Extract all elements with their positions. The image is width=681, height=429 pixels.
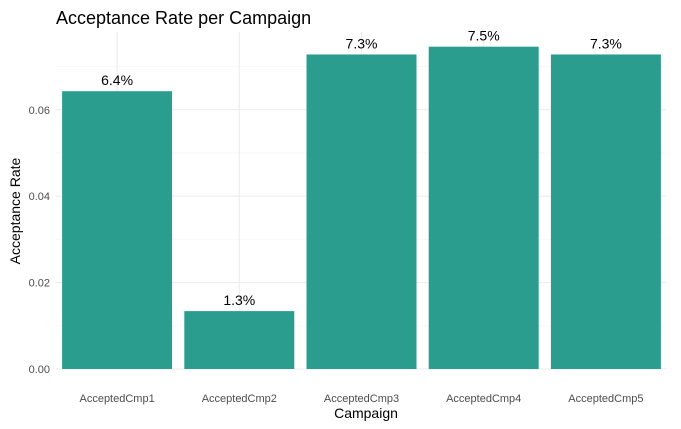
bar-acceptedcmp5 xyxy=(550,54,661,369)
bar-acceptedcmp1 xyxy=(62,91,173,369)
data-labels: 6.4% 1.3% 7.3% 7.5% 7.3% xyxy=(101,28,622,308)
x-tick-label: AcceptedCmp2 xyxy=(202,393,277,405)
data-label-acceptedcmp2: 1.3% xyxy=(223,292,255,308)
x-tick-label: AcceptedCmp1 xyxy=(79,393,154,405)
bars xyxy=(62,46,661,369)
x-tick-label: AcceptedCmp4 xyxy=(446,393,521,405)
y-tick-label: 0.00 xyxy=(29,364,50,376)
data-label-acceptedcmp3: 7.3% xyxy=(346,35,378,51)
data-label-acceptedcmp5: 7.3% xyxy=(590,35,622,51)
y-tick-label: 0.06 xyxy=(29,105,50,117)
data-label-acceptedcmp4: 7.5% xyxy=(468,28,500,44)
data-label-acceptedcmp1: 6.4% xyxy=(101,72,133,88)
y-axis-ticks: 0.00 0.02 0.04 0.06 xyxy=(29,105,50,376)
chart-title: Acceptance Rate per Campaign xyxy=(56,8,311,28)
y-axis-title: Acceptance Rate xyxy=(7,157,23,264)
x-axis-ticks: AcceptedCmp1 AcceptedCmp2 AcceptedCmp3 Acce… xyxy=(79,393,643,405)
x-tick-label: AcceptedCmp3 xyxy=(324,393,399,405)
x-axis-title: Campaign xyxy=(334,405,398,421)
bar-acceptedcmp3 xyxy=(306,54,417,369)
y-tick-label: 0.02 xyxy=(29,278,50,290)
x-tick-label: AcceptedCmp5 xyxy=(568,393,643,405)
bar-acceptedcmp2 xyxy=(184,311,295,369)
bar-acceptedcmp4 xyxy=(428,46,539,369)
y-tick-label: 0.04 xyxy=(29,191,50,203)
